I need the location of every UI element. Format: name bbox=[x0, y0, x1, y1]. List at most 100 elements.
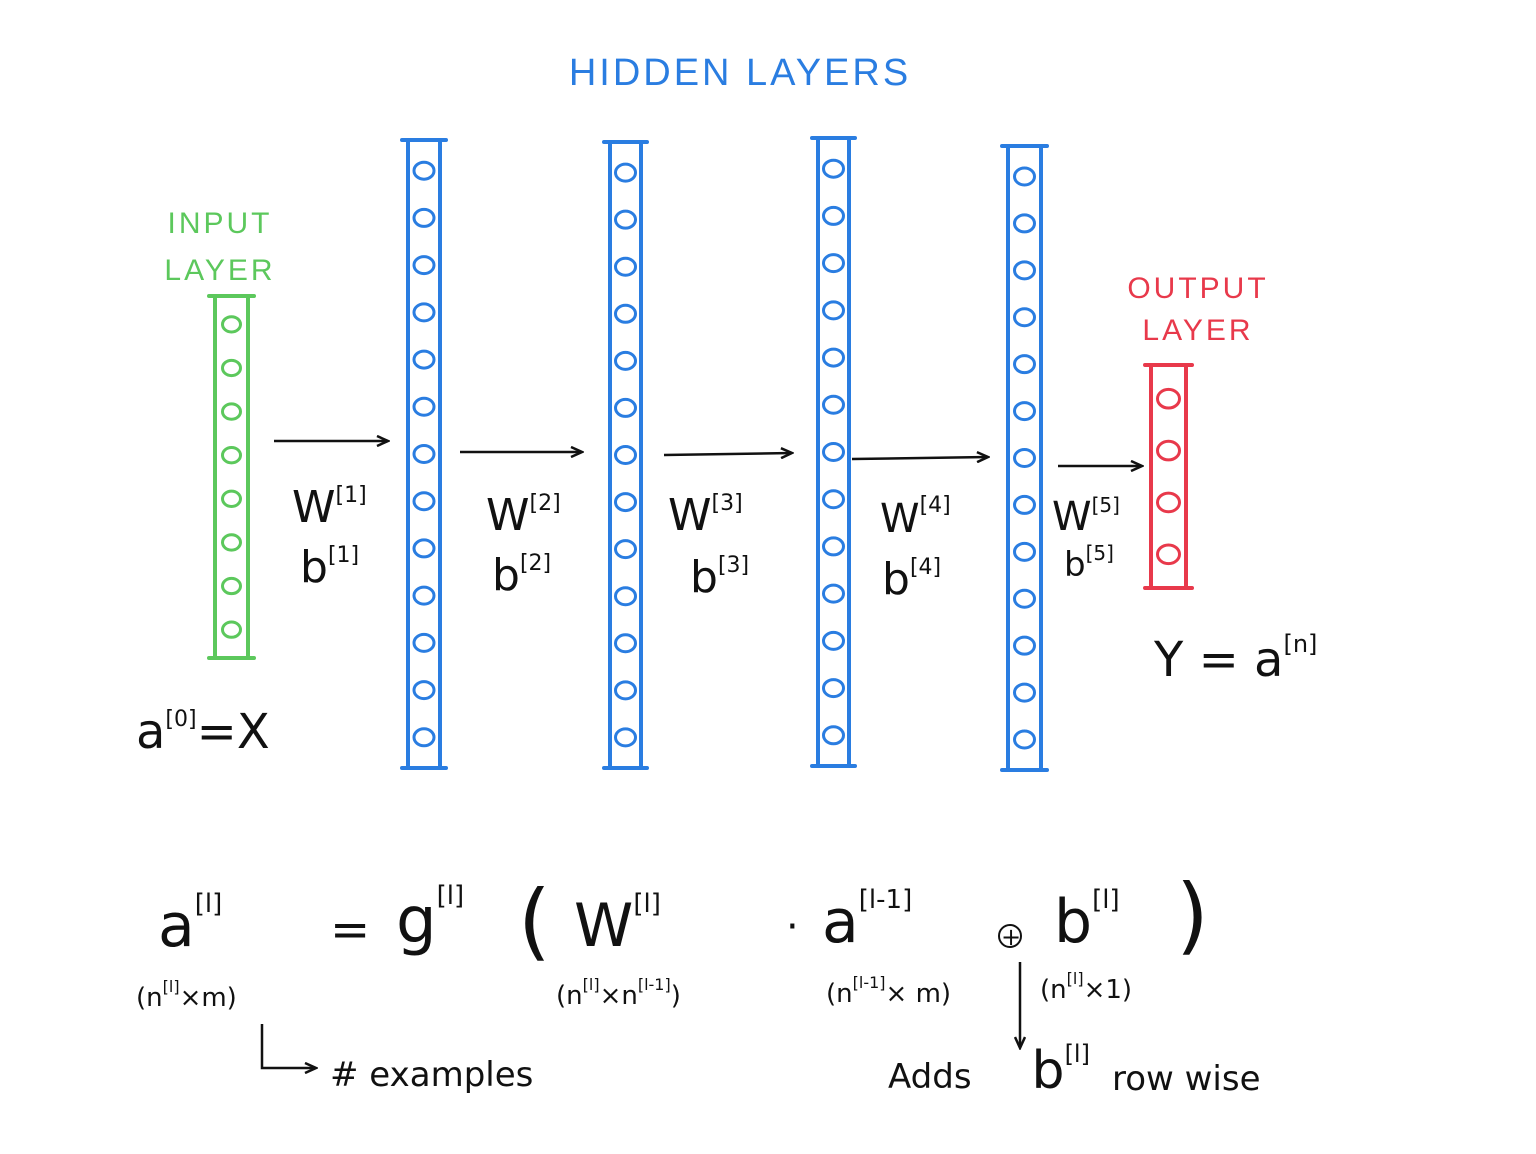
output-layer-title-line1: OUTPUT bbox=[1127, 272, 1268, 305]
broadcast-plus-circle bbox=[998, 924, 1022, 948]
bias-5: b[5] bbox=[1064, 541, 1114, 585]
output-layer-neuron bbox=[1156, 387, 1181, 410]
formula-g: g[l] bbox=[396, 881, 464, 958]
param-label-1: W[1] b[1] bbox=[292, 482, 367, 593]
hidden-layer-1-neuron bbox=[412, 302, 436, 323]
hidden-layer-4-neuron bbox=[1013, 448, 1036, 468]
output-layer bbox=[1143, 363, 1194, 590]
hidden-layer-2-neuron bbox=[614, 492, 637, 513]
formula-b-dim: (n[l]×1) bbox=[1040, 969, 1132, 1005]
hidden-layer-3-neuron bbox=[822, 678, 845, 699]
annotation-arrows bbox=[260, 962, 1020, 1068]
hidden-layer-1-neuron bbox=[412, 538, 436, 559]
adds-note: Adds b[l]row wise bbox=[888, 1040, 1261, 1101]
input-layer-title-line2: LAYER bbox=[164, 254, 275, 287]
hidden-layer-1 bbox=[400, 138, 448, 770]
hidden-layer-3-neuron bbox=[822, 347, 845, 368]
formula-dot: · bbox=[786, 904, 799, 950]
hidden-layer-4-neuron bbox=[1013, 494, 1036, 515]
input-layer-neuron bbox=[221, 402, 242, 421]
input-equation: a[0]=X bbox=[136, 704, 270, 760]
hidden-layer-3-neuron bbox=[822, 583, 845, 604]
input-layer-neuron bbox=[221, 446, 242, 465]
output-layer-neuron bbox=[1156, 491, 1181, 514]
param-label-4: W[4] b[4] bbox=[880, 493, 951, 605]
hidden-layer-4-neuron bbox=[1013, 401, 1036, 422]
formula-a-prev-dim: (n[l-1]× m) bbox=[826, 973, 951, 1009]
hidden-layer-2-neuron bbox=[614, 727, 637, 748]
weight-1: W[1] bbox=[292, 482, 367, 533]
hidden-layer-1-neuron bbox=[412, 160, 436, 181]
hidden-layer-3-neuron bbox=[822, 442, 845, 462]
hidden-layer-1-neuron bbox=[412, 396, 436, 417]
bias-2: b[2] bbox=[492, 550, 551, 601]
input-layer bbox=[207, 294, 256, 660]
formula-a-dim: (n[l]×m) bbox=[136, 977, 237, 1013]
formula-left-paren: ( bbox=[518, 872, 551, 970]
input-layer-neuron bbox=[221, 358, 242, 378]
bias-3: b[3] bbox=[690, 552, 749, 603]
hidden-layer-4-neuron bbox=[1013, 588, 1036, 609]
hidden-layer-3-neuron bbox=[822, 489, 845, 510]
formula-a-prev: a[l-1] bbox=[822, 885, 912, 957]
param-labels: W[1] b[1] W[2] b[2] W[3] b[3] W[4] b[4] … bbox=[292, 482, 1120, 605]
hidden-layer-1-neuron bbox=[412, 680, 436, 701]
hidden-layer-4-neuron bbox=[1013, 635, 1036, 656]
hidden-layer-4 bbox=[1000, 144, 1049, 772]
hidden-layer-4-neuron bbox=[1013, 166, 1036, 187]
hidden-layer-2-neuron bbox=[614, 539, 637, 560]
hidden-layer-2 bbox=[602, 140, 649, 770]
hidden-layer-1-neuron bbox=[412, 255, 436, 276]
hidden-layer-3-neuron bbox=[822, 253, 845, 274]
arrow-4 bbox=[851, 457, 988, 459]
input-layer-neuron bbox=[221, 489, 242, 508]
hidden-layer-3-neuron bbox=[822, 300, 845, 321]
annotations: # examples Adds b[l]row wise bbox=[330, 1040, 1261, 1101]
formula-equals: = bbox=[330, 902, 370, 958]
hidden-layer-3-neuron bbox=[822, 725, 845, 746]
hidden-layer-4-neuron bbox=[1013, 307, 1036, 328]
output-layer-neuron bbox=[1156, 543, 1181, 566]
input-layer-neuron bbox=[221, 533, 242, 552]
param-label-2: W[2] b[2] bbox=[486, 490, 561, 601]
hidden-layer-2-neuron bbox=[614, 633, 637, 654]
hidden-layer-4-neuron bbox=[1013, 354, 1036, 375]
examples-note: # examples bbox=[330, 1055, 533, 1095]
hidden-layer-4-neuron bbox=[1013, 260, 1036, 281]
param-label-3: W[3] b[3] bbox=[668, 490, 749, 603]
weight-2: W[2] bbox=[486, 490, 561, 541]
hidden-layer-2-neuron bbox=[614, 397, 637, 418]
output-equation: Y = a[n] bbox=[1153, 630, 1317, 688]
forward-arrows bbox=[274, 441, 1142, 466]
formula-w: W[l] bbox=[574, 889, 661, 961]
hidden-layer-3-neuron bbox=[822, 205, 845, 226]
hidden-layers-title: HIDDEN LAYERS bbox=[569, 52, 911, 94]
hidden-layer-1-neuron bbox=[412, 207, 436, 228]
bias-1: b[1] bbox=[300, 542, 359, 593]
hidden-layer-3-neuron bbox=[822, 158, 845, 179]
hidden-layer-2-neuron bbox=[614, 350, 637, 371]
input-layer-title-line1: INPUT bbox=[168, 207, 273, 240]
hidden-layer-3-neuron bbox=[822, 536, 845, 557]
examples-pointer bbox=[260, 1024, 316, 1068]
hidden-layer-3-neuron bbox=[822, 394, 845, 415]
formula-w-dim: (n[l]×n[l-1]) bbox=[556, 975, 681, 1011]
hidden-layer-2-neuron bbox=[614, 256, 637, 277]
hidden-layer-2-neuron bbox=[614, 586, 637, 607]
hidden-layer-3 bbox=[810, 136, 857, 768]
input-layer-neuron bbox=[221, 315, 242, 334]
weight-3: W[3] bbox=[668, 490, 743, 541]
weight-5: W[5] bbox=[1052, 493, 1120, 540]
weight-4: W[4] bbox=[880, 493, 951, 542]
arrow-3 bbox=[663, 453, 792, 455]
formula-b: b[l] bbox=[1054, 885, 1120, 957]
formula-a: a[l] bbox=[158, 889, 222, 961]
output-layer-neuron bbox=[1156, 439, 1181, 462]
activation-formula: a[l] (n[l]×m) = g[l] ( W[l] (n[l]×n[l-1]… bbox=[136, 866, 1209, 1013]
hidden-layer-1-neuron bbox=[412, 491, 436, 512]
hidden-layer-4-neuron bbox=[1013, 682, 1036, 703]
formula-right-paren: ) bbox=[1176, 866, 1209, 964]
hidden-layer-1-neuron bbox=[412, 444, 436, 464]
hidden-layer-2-neuron bbox=[614, 445, 637, 465]
